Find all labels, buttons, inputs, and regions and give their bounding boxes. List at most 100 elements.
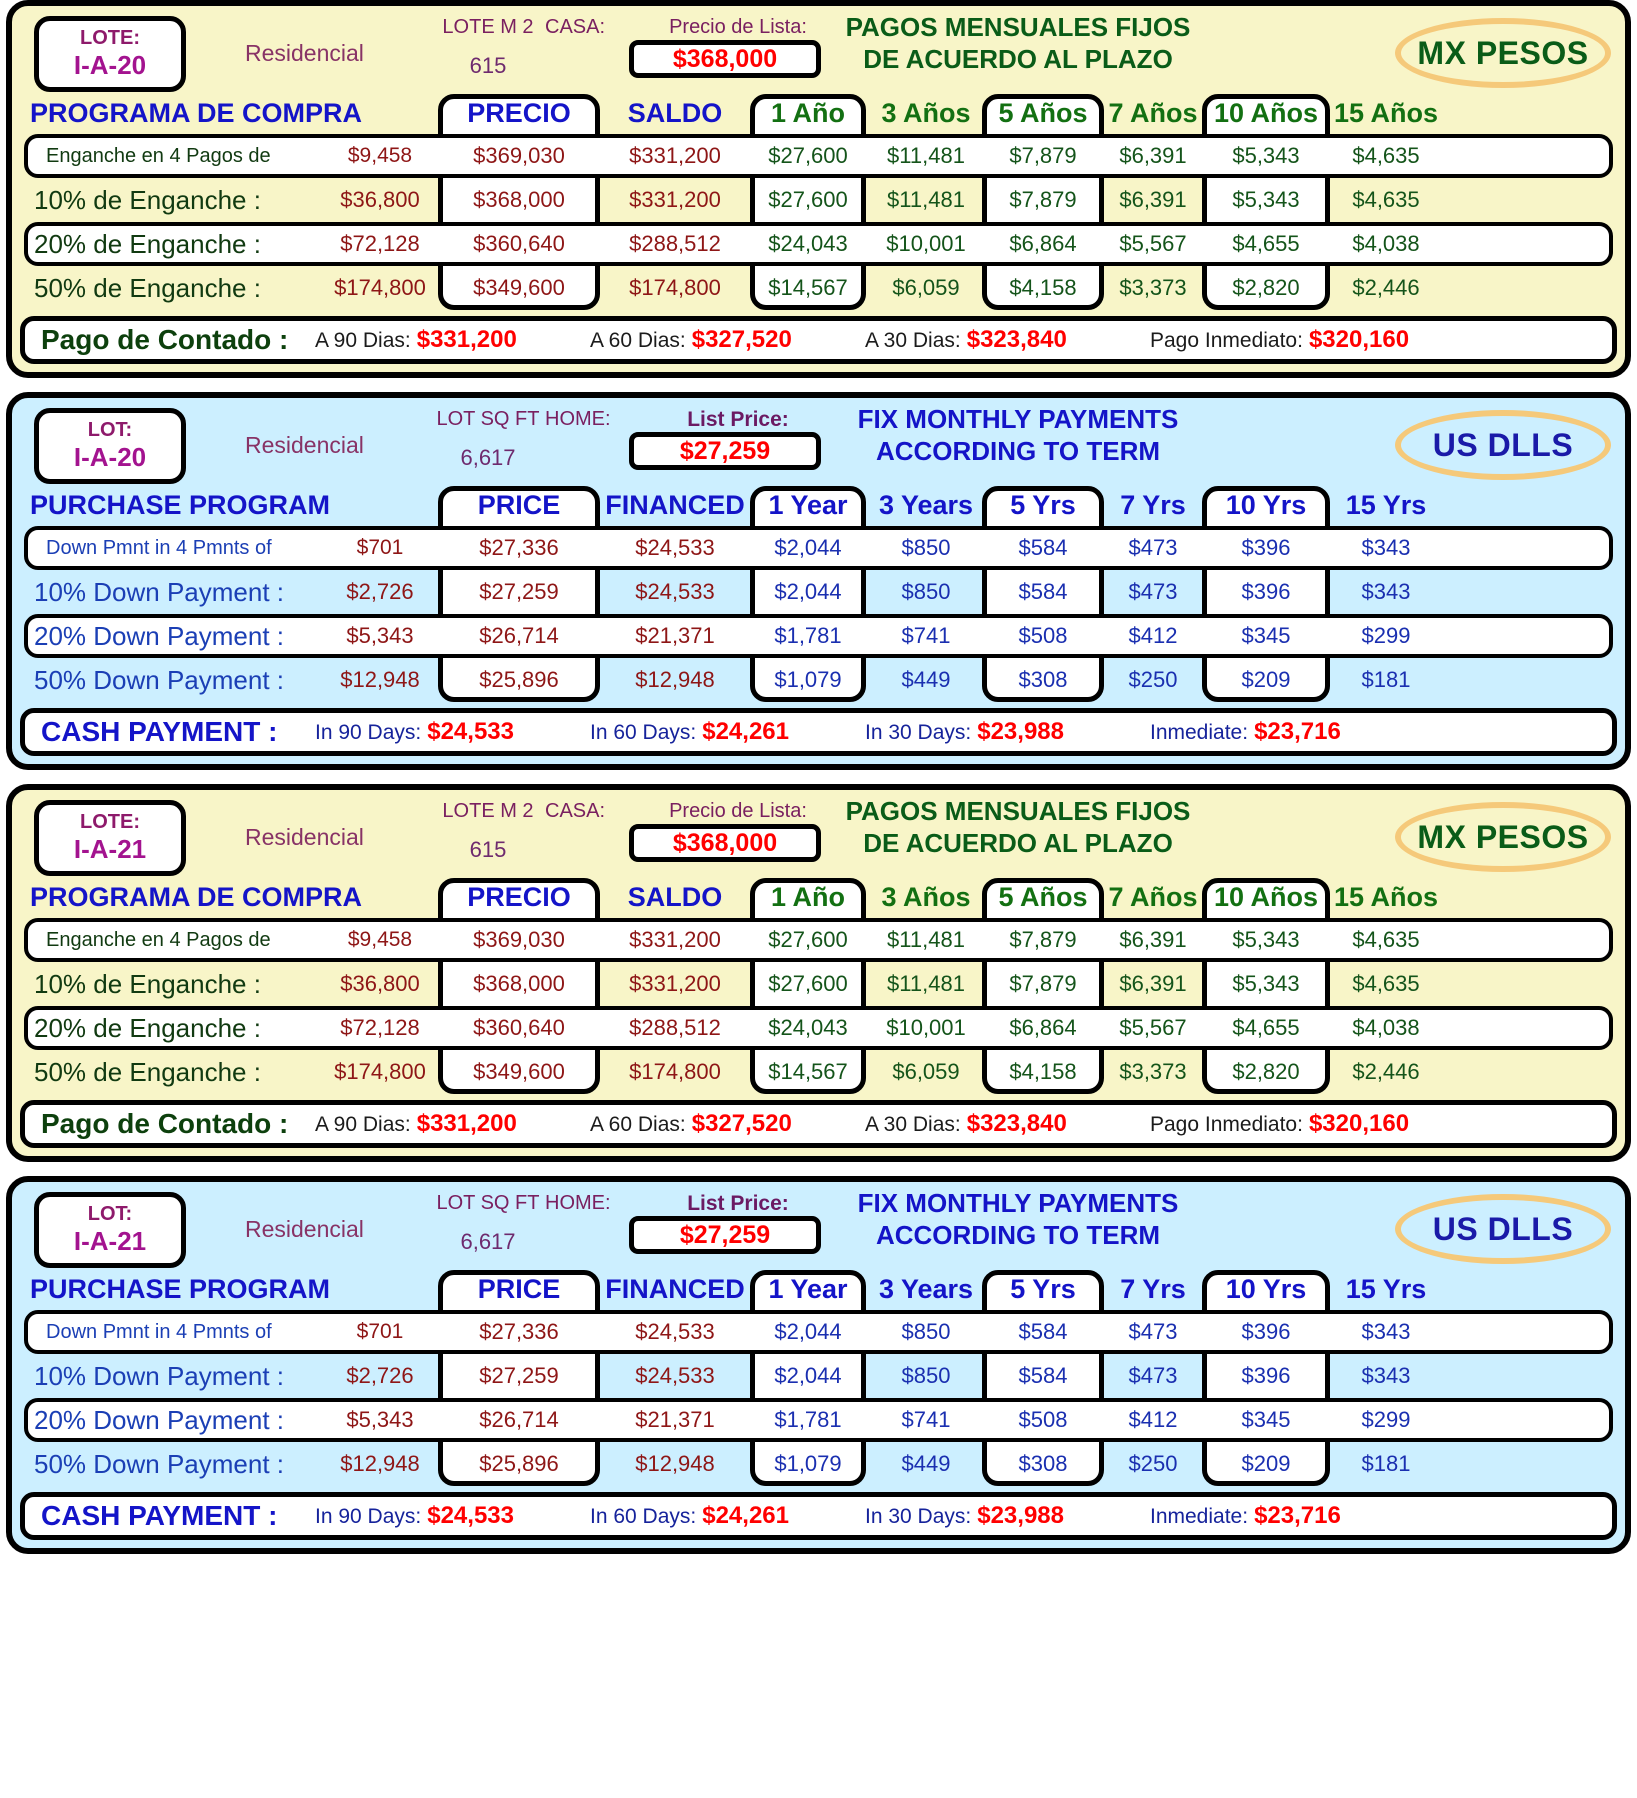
column-header-6: 7 Años: [1108, 98, 1198, 128]
panel-title-line1: FIX MONTHLY PAYMENTS: [857, 404, 1179, 434]
row-label: Enganche en 4 Pagos de: [46, 145, 271, 167]
table-body: PROGRAMA DE COMPRA PRECIO SALDO 1 Año 3 Años…: [20, 878, 1617, 1094]
house-label: HOME:: [545, 1192, 611, 1214]
residential-label: Residencial: [245, 40, 364, 66]
column-capsule: [1202, 94, 1330, 310]
cell-r1-c7: $5,343: [1232, 143, 1300, 168]
cell-r3-c4: $741: [901, 1407, 951, 1432]
lot-number: I-A-20: [73, 50, 147, 81]
cell-r4-c8: $2,446: [1352, 275, 1420, 300]
cell-r3-c3: $24,043: [768, 231, 848, 256]
cash-item-label: In 30 Days:: [865, 1505, 972, 1528]
row-label: Down Pmnt in 4 Pmnts of: [46, 1321, 272, 1343]
cell-r4-c5: $4,158: [1009, 1059, 1077, 1084]
cell-r2-c3: $2,044: [774, 579, 842, 604]
program-header: PURCHASE PROGRAM: [30, 490, 331, 520]
row-down-payment: $2,726: [346, 579, 414, 604]
cell-r4-c1: $25,896: [479, 1451, 559, 1476]
table-row: 10% de Enganche : $36,800 $368,000 $331,200…: [20, 962, 1617, 1006]
cell-r1-c5: $7,879: [1009, 143, 1077, 168]
currency-badge: US DLLS: [1395, 1194, 1611, 1264]
cell-r2-c3: $27,600: [768, 971, 848, 996]
cell-r1-c5: $7,879: [1009, 927, 1077, 952]
table-row: 10% Down Payment : $2,726 $27,259 $24,533 $2…: [20, 570, 1617, 614]
list-price-label: Precio de Lista:: [669, 800, 807, 822]
list-price-label: Precio de Lista:: [669, 16, 807, 38]
list-price-label: List Price:: [687, 1192, 789, 1215]
cash-item-label: A 30 Dias:: [865, 329, 961, 352]
cell-r3-c5: $508: [1018, 623, 1068, 648]
lot-label: LOTE:: [80, 27, 140, 50]
cell-r3-c3: $1,781: [774, 623, 842, 648]
column-header-5: 5 Años: [998, 98, 1088, 128]
row-stripe: [24, 614, 1613, 658]
cash-item-label: In 90 Days:: [315, 721, 422, 744]
cell-r3-c4: $10,001: [886, 1015, 966, 1040]
cash-item-label: A 30 Dias:: [865, 1113, 961, 1136]
column-capsule: [750, 94, 866, 310]
column-capsule: [982, 878, 1104, 1094]
cell-r4-c2: $174,800: [629, 275, 721, 300]
column-capsule: [750, 878, 866, 1094]
cell-r3-c6: $412: [1128, 623, 1178, 648]
row-label: 50% de Enganche :: [34, 273, 261, 303]
cash-payment-bar: Pago de Contado : A 90 Dias: $331,200 A 60 …: [20, 1100, 1617, 1148]
cell-r3-c6: $5,567: [1119, 1015, 1187, 1040]
lot-area-value: 615: [469, 53, 507, 78]
panel-title-line1: PAGOS MENSUALES FIJOS: [845, 12, 1191, 42]
cell-r2-c4: $850: [901, 1363, 951, 1388]
cell-r4-c5: $308: [1018, 667, 1068, 692]
row-down-payment: $701: [356, 1320, 404, 1343]
column-header-2: FINANCED: [605, 490, 745, 520]
cell-r3-c7: $345: [1241, 623, 1291, 648]
column-header-2: SALDO: [627, 98, 723, 128]
program-header: PROGRAMA DE COMPRA: [30, 98, 363, 128]
cell-r1-c6: $473: [1128, 1319, 1178, 1344]
row-label: 10% de Enganche :: [34, 185, 261, 215]
cell-r2-c7: $5,343: [1232, 971, 1300, 996]
table-row: 20% Down Payment : $5,343 $26,714 $21,371 $1…: [20, 614, 1617, 658]
lot-area: LOTE M 2 615: [433, 16, 543, 79]
cell-r1-c7: $396: [1241, 535, 1291, 560]
panel-title-line2: DE ACUERDO AL PLAZO: [863, 43, 1173, 74]
cell-r4-c5: $4,158: [1009, 275, 1077, 300]
cell-r1-c4: $11,481: [887, 143, 965, 168]
cell-r2-c4: $11,481: [887, 971, 965, 996]
cash-item-4: Inmediate: $23,716: [1150, 1497, 1341, 1535]
row-label: Down Pmnt in 4 Pmnts of: [46, 537, 272, 559]
cell-r3-c8: $299: [1361, 1407, 1411, 1432]
lot-box: LOTE: I-A-20: [34, 16, 186, 92]
cell-r3-c5: $508: [1018, 1407, 1068, 1432]
row-down-payment: $9,458: [347, 144, 413, 167]
cell-r3-c4: $741: [901, 623, 951, 648]
column-header-3: 1 Año: [771, 882, 845, 912]
cell-r1-c6: $6,391: [1119, 927, 1187, 952]
cell-r4-c8: $181: [1361, 1451, 1411, 1476]
cell-r1-c5: $584: [1018, 535, 1068, 560]
cell-r4-c6: $3,373: [1119, 1059, 1187, 1084]
panel-title-line2: ACCORDING TO TERM: [875, 435, 1161, 466]
cell-r3-c1: $26,714: [479, 623, 559, 648]
cash-item-label: Pago Inmediato:: [1150, 1113, 1303, 1136]
cash-item-label: Inmediate:: [1150, 721, 1249, 744]
cash-payment-title: CASH PAYMENT :: [41, 1500, 278, 1531]
cell-r3-c8: $4,038: [1352, 1015, 1420, 1040]
cell-r3-c5: $6,864: [1009, 231, 1077, 256]
cell-r4-c7: $209: [1241, 1451, 1291, 1476]
column-header-8: 15 Años: [1333, 882, 1439, 912]
cell-r1-c8: $343: [1361, 1319, 1411, 1344]
cell-r2-c5: $584: [1018, 579, 1068, 604]
cell-r2-c6: $6,391: [1119, 187, 1187, 212]
row-label: 10% Down Payment :: [34, 1361, 285, 1391]
cell-r3-c7: $4,655: [1232, 1015, 1300, 1040]
cash-item-2: In 60 Days: $24,261: [590, 713, 789, 751]
cash-item-3: A 30 Dias: $323,840: [865, 1105, 1067, 1143]
cell-r4-c8: $181: [1361, 667, 1411, 692]
table-row: 50% Down Payment : $12,948 $25,896 $12,948 $…: [20, 658, 1617, 702]
row-stripe: [24, 918, 1613, 962]
row-label: 10% Down Payment :: [34, 577, 285, 607]
cell-r4-c3: $14,567: [768, 275, 848, 300]
cell-r2-c4: $850: [901, 579, 951, 604]
row-label: 10% de Enganche :: [34, 969, 261, 999]
cell-r2-c2: $24,533: [635, 579, 715, 604]
